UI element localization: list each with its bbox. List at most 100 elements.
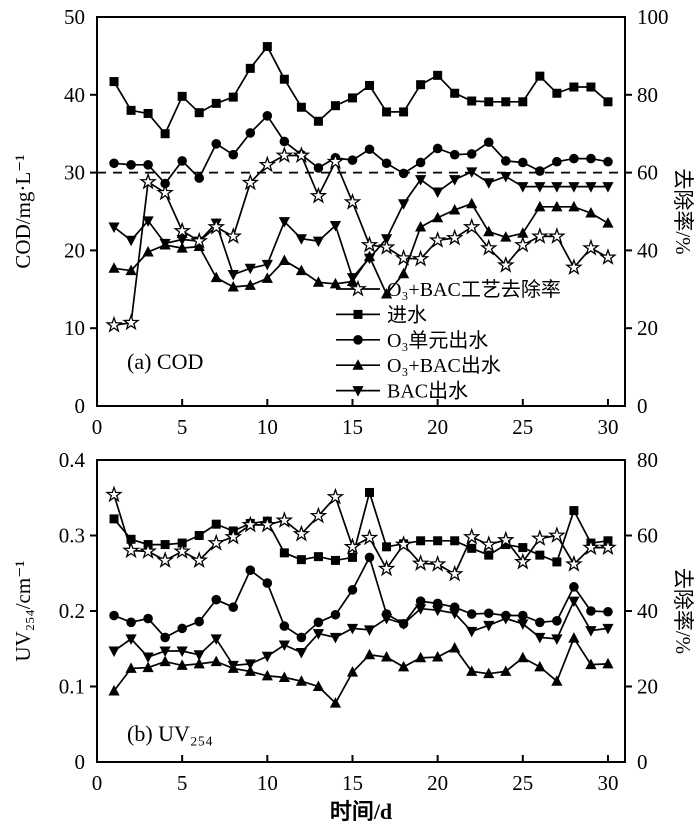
triangle-up-marker bbox=[415, 651, 427, 663]
triangle-up-marker bbox=[261, 669, 273, 681]
star-open-marker bbox=[548, 227, 566, 244]
triangle-down-marker bbox=[551, 634, 563, 645]
x-axis-tick-label: 10 bbox=[257, 415, 278, 439]
circle-marker bbox=[245, 128, 256, 138]
star-open-marker bbox=[275, 146, 294, 164]
circle-marker bbox=[586, 153, 596, 164]
star-open-marker bbox=[190, 231, 209, 249]
triangle-down-marker bbox=[346, 273, 359, 284]
square-marker bbox=[347, 93, 357, 103]
x-axis-tick-label: 25 bbox=[512, 771, 533, 795]
circle-marker bbox=[296, 632, 307, 643]
triangle-up-marker bbox=[500, 665, 512, 676]
triangle-up-marker bbox=[278, 254, 290, 266]
star-open-marker bbox=[445, 228, 464, 246]
triangle-down-marker bbox=[352, 386, 364, 397]
circle-marker bbox=[569, 153, 579, 164]
triangle-down-marker bbox=[415, 604, 427, 615]
triangle-up-marker bbox=[449, 203, 461, 215]
triangle-down-marker bbox=[517, 619, 529, 630]
square-marker bbox=[279, 74, 289, 84]
triangle-up-marker bbox=[568, 200, 580, 212]
triangle-up-marker bbox=[295, 264, 307, 276]
star-open-marker bbox=[241, 173, 260, 191]
circle-marker bbox=[466, 149, 477, 159]
star-open-marker bbox=[428, 554, 447, 572]
square-marker bbox=[603, 97, 613, 107]
triangle-down-marker bbox=[244, 659, 256, 670]
triangle-down-marker bbox=[500, 171, 512, 183]
triangle-up-marker bbox=[363, 648, 376, 660]
panel-label: (b) UV₂₅₄ bbox=[127, 721, 213, 746]
star-open-marker bbox=[582, 538, 600, 556]
triangle-up-marker bbox=[602, 217, 614, 228]
triangle-up-marker bbox=[483, 225, 495, 237]
triangle-up-marker bbox=[346, 666, 359, 677]
triangle-up-marker bbox=[244, 665, 256, 676]
right-axis-tick-label: 20 bbox=[637, 316, 658, 340]
triangle-down-marker bbox=[159, 238, 171, 250]
triangle-down-marker bbox=[108, 646, 120, 658]
star-open-marker bbox=[207, 533, 226, 551]
star-open-marker bbox=[139, 172, 157, 190]
square-marker bbox=[330, 101, 340, 111]
star-open-marker bbox=[531, 529, 549, 547]
star-open-marker bbox=[173, 542, 191, 559]
series-o3-bac-effluent bbox=[108, 632, 614, 708]
star-open-marker bbox=[496, 530, 515, 548]
triangle-up-marker bbox=[352, 359, 364, 370]
square-marker bbox=[177, 91, 187, 101]
star-open-marker bbox=[411, 249, 430, 267]
x-axis-tick-label: 10 bbox=[257, 771, 278, 795]
star-open-marker bbox=[360, 528, 379, 546]
circle-marker bbox=[415, 157, 426, 168]
triangle-up-marker bbox=[380, 287, 393, 299]
square-marker bbox=[382, 107, 392, 117]
square-marker bbox=[382, 542, 392, 552]
circle-marker bbox=[552, 156, 562, 167]
star-open-marker bbox=[377, 559, 396, 577]
square-marker bbox=[109, 514, 119, 524]
star-open-marker bbox=[565, 258, 583, 276]
circle-marker bbox=[603, 606, 613, 617]
triangle-down-marker bbox=[534, 182, 546, 193]
x-axis-tick-label: 30 bbox=[597, 771, 618, 795]
star-open-marker bbox=[479, 238, 498, 256]
square-marker bbox=[467, 543, 477, 553]
series-influent bbox=[109, 42, 613, 139]
circle-marker bbox=[518, 610, 528, 621]
triangle-down-marker bbox=[176, 235, 188, 246]
square-marker bbox=[353, 309, 363, 319]
panel-b-uv254: 0 0.1 0.2 0.3 0.4 0 20 40 60 80 0 5 10 15 20 25 30 UV₂₅₄/… bbox=[11, 448, 695, 824]
circle-marker bbox=[177, 156, 187, 166]
circle-marker bbox=[262, 111, 273, 121]
triangle-down-marker bbox=[329, 632, 342, 644]
triangle-up-marker bbox=[142, 245, 154, 257]
legend-label: O₃单元出水 bbox=[387, 329, 488, 352]
legend-item-triangle-up: O₃+BAC出水 bbox=[336, 354, 501, 377]
left-axis-tick-label: 0.1 bbox=[59, 675, 85, 699]
square-marker bbox=[245, 63, 255, 73]
right-axis-tick-label: 80 bbox=[637, 448, 658, 472]
triangle-up-marker bbox=[534, 200, 546, 212]
triangle-up-marker bbox=[210, 271, 222, 283]
triangle-down-marker bbox=[602, 182, 614, 193]
square-marker bbox=[433, 536, 443, 546]
star-open-marker bbox=[428, 230, 447, 248]
star-open-marker bbox=[411, 554, 430, 571]
circle-marker bbox=[143, 613, 153, 624]
triangle-up-marker bbox=[227, 280, 239, 292]
circle-marker bbox=[313, 617, 324, 628]
star-open-marker bbox=[531, 227, 549, 244]
triangle-down-marker bbox=[432, 605, 444, 617]
star-open-marker bbox=[582, 238, 600, 256]
triangle-up-marker bbox=[500, 231, 512, 242]
triangle-down-marker bbox=[415, 175, 427, 186]
triangle-up-marker bbox=[449, 641, 461, 653]
triangle-down-marker bbox=[125, 235, 137, 247]
triangle-down-marker bbox=[244, 263, 256, 275]
star-open-marker bbox=[122, 313, 140, 331]
triangle-up-marker bbox=[551, 675, 563, 686]
panel-label: (a) COD bbox=[127, 349, 203, 374]
legend-item-square: 进水 bbox=[336, 303, 427, 326]
